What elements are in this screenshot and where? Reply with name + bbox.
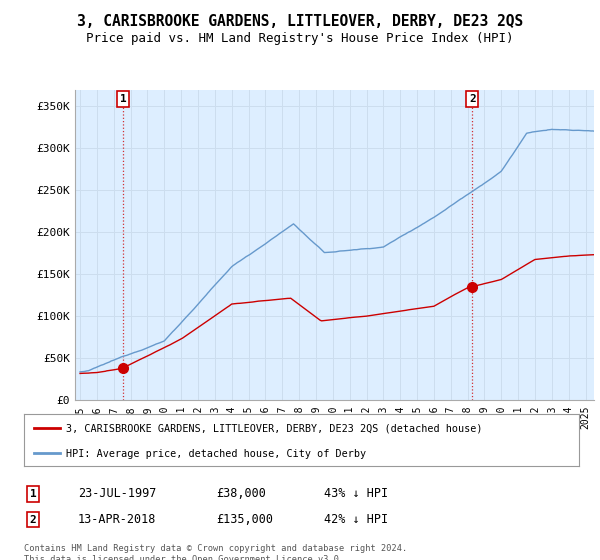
Text: 3, CARISBROOKE GARDENS, LITTLEOVER, DERBY, DE23 2QS: 3, CARISBROOKE GARDENS, LITTLEOVER, DERB… [77, 14, 523, 29]
Text: 2: 2 [29, 515, 37, 525]
Text: 13-APR-2018: 13-APR-2018 [78, 513, 157, 526]
Text: 1: 1 [29, 489, 37, 499]
Text: 2: 2 [469, 94, 476, 104]
Text: 23-JUL-1997: 23-JUL-1997 [78, 487, 157, 501]
Text: Price paid vs. HM Land Registry's House Price Index (HPI): Price paid vs. HM Land Registry's House … [86, 32, 514, 45]
Text: 42% ↓ HPI: 42% ↓ HPI [324, 513, 388, 526]
Text: 3, CARISBROOKE GARDENS, LITTLEOVER, DERBY, DE23 2QS (detached house): 3, CARISBROOKE GARDENS, LITTLEOVER, DERB… [65, 424, 482, 434]
Text: £135,000: £135,000 [216, 513, 273, 526]
Text: 1: 1 [120, 94, 127, 104]
Text: £38,000: £38,000 [216, 487, 266, 501]
Text: HPI: Average price, detached house, City of Derby: HPI: Average price, detached house, City… [65, 449, 366, 459]
Text: Contains HM Land Registry data © Crown copyright and database right 2024.
This d: Contains HM Land Registry data © Crown c… [24, 544, 407, 560]
Text: 43% ↓ HPI: 43% ↓ HPI [324, 487, 388, 501]
